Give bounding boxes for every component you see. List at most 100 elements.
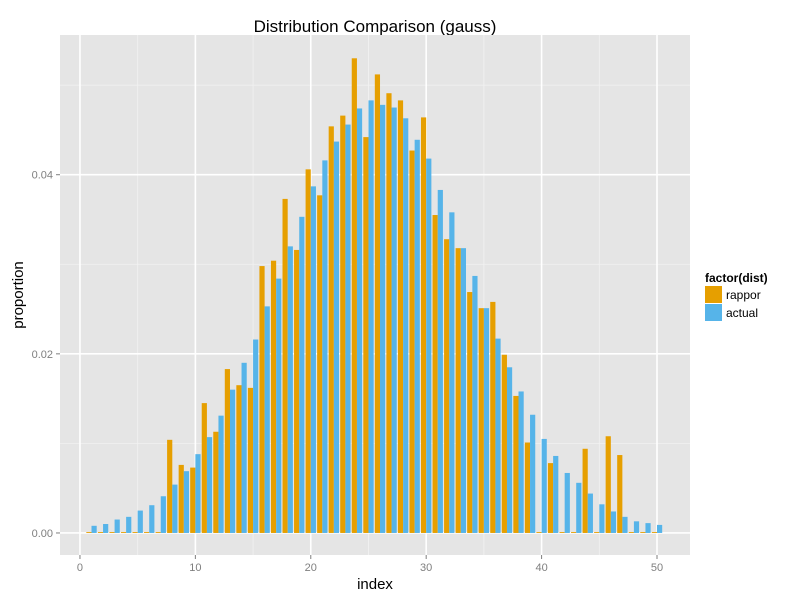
bar-actual — [633, 521, 640, 533]
bar-actual — [553, 455, 559, 533]
bar-actual — [610, 511, 617, 533]
y-tick-label: 0.02 — [32, 349, 53, 361]
bar-actual — [391, 107, 397, 533]
bar-rappor — [547, 463, 554, 533]
bar-actual — [472, 275, 478, 533]
bar-rappor — [582, 448, 588, 533]
bar-rappor — [490, 301, 496, 533]
bar-actual — [195, 454, 201, 533]
bar-actual — [91, 525, 97, 533]
legend: factor(dist) rappor actual — [705, 271, 768, 321]
bar-actual — [530, 414, 536, 533]
bar-actual — [253, 339, 259, 533]
bar-actual — [380, 104, 386, 533]
bar-rappor — [640, 532, 646, 533]
chart-title: Distribution Comparison (gauss) — [254, 17, 497, 36]
bar-actual — [403, 118, 409, 533]
bar-rappor — [213, 431, 219, 533]
bar-actual — [541, 438, 547, 533]
bar-rappor — [478, 308, 484, 533]
bar-actual — [333, 141, 340, 533]
bar-rappor — [328, 126, 334, 533]
bar-rappor — [628, 532, 634, 533]
bar-actual — [310, 186, 316, 533]
bar-rappor — [374, 74, 381, 533]
bar-actual — [414, 139, 420, 533]
bar-rappor — [317, 195, 323, 533]
bar-rappor — [259, 266, 265, 533]
bar-actual — [368, 100, 374, 533]
bar-actual — [114, 519, 120, 533]
bar-actual — [460, 248, 466, 533]
bar-rappor — [86, 532, 92, 533]
legend-title: factor(dist) — [705, 271, 768, 285]
bar-rappor — [270, 260, 277, 533]
bar-rappor — [247, 387, 254, 533]
bar-rappor — [444, 239, 450, 533]
bar-rappor — [294, 249, 300, 533]
bar-rappor — [605, 436, 611, 533]
bar-actual — [599, 504, 605, 533]
bar-rappor — [651, 532, 657, 533]
bar-actual — [218, 415, 224, 533]
legend-key-rappor — [705, 286, 722, 303]
bar-rappor — [340, 115, 346, 533]
bar-rappor — [386, 93, 392, 533]
bar-actual — [622, 516, 628, 533]
bar-rappor — [109, 532, 115, 533]
axis-ticks: 0.00 0.02 0.04 0 10 20 30 40 50 — [32, 170, 664, 574]
bar-actual — [483, 308, 490, 533]
bar-actual — [264, 306, 270, 533]
bar-rappor — [363, 137, 369, 533]
bar-rappor — [420, 117, 427, 533]
x-tick-label: 40 — [535, 562, 547, 574]
bar-rappor — [120, 532, 127, 533]
bar-actual — [299, 216, 305, 533]
bar-rappor — [409, 150, 415, 533]
bar-rappor — [155, 532, 161, 533]
x-tick-label: 50 — [651, 562, 663, 574]
bar-actual — [137, 510, 143, 533]
bar-rappor — [224, 369, 230, 533]
y-tick-label: 0.00 — [32, 528, 53, 540]
bar-rappor — [559, 532, 565, 533]
bar-rappor — [178, 464, 184, 533]
y-tick-label: 0.04 — [32, 170, 53, 182]
bar-actual — [126, 516, 132, 533]
bar-rappor — [167, 439, 173, 533]
x-tick-label: 30 — [420, 562, 432, 574]
bar-rappor — [432, 215, 438, 533]
bar-rappor — [467, 292, 473, 533]
y-axis-label: proportion — [10, 261, 27, 329]
bar-actual — [576, 482, 582, 533]
bar-rappor — [97, 532, 104, 533]
bar-actual — [160, 496, 166, 533]
bar-actual — [287, 246, 293, 533]
bar-actual — [356, 108, 363, 533]
bar-rappor — [351, 58, 357, 533]
bar-actual — [241, 362, 247, 533]
bar-actual — [506, 367, 513, 533]
bar-actual — [426, 158, 432, 533]
legend-label-rappor: rappor — [726, 288, 761, 302]
x-tick-label: 20 — [305, 562, 317, 574]
bar-rappor — [282, 198, 288, 533]
bar-rappor — [190, 467, 196, 533]
bar-actual — [322, 160, 328, 533]
bar-rappor — [236, 385, 242, 533]
bar-actual — [645, 523, 651, 533]
bar-rappor — [571, 532, 577, 533]
bar-actual — [518, 391, 524, 533]
x-tick-label: 10 — [189, 562, 201, 574]
bar-actual — [495, 338, 501, 533]
legend-key-actual — [705, 304, 722, 321]
bar-rappor — [144, 532, 150, 533]
bar-rappor — [594, 532, 600, 533]
bar-rappor — [132, 532, 138, 533]
bar-rappor — [455, 248, 461, 533]
bar-rappor — [617, 455, 623, 533]
bar-rappor — [305, 169, 311, 533]
x-axis-label: index — [357, 576, 393, 593]
x-tick-label: 0 — [77, 562, 83, 574]
